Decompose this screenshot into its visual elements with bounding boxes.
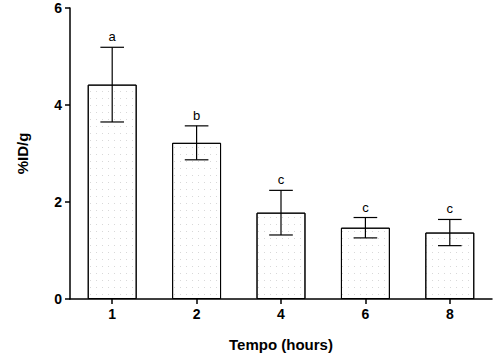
svg-text:c: c <box>362 200 369 215</box>
svg-text:0: 0 <box>54 291 62 307</box>
svg-text:2: 2 <box>54 194 62 210</box>
svg-text:a: a <box>109 29 117 44</box>
svg-text:6: 6 <box>54 0 62 16</box>
svg-text:Tempo (hours): Tempo (hours) <box>229 336 333 353</box>
svg-text:c: c <box>278 172 285 187</box>
svg-text:8: 8 <box>446 306 454 322</box>
svg-text:c: c <box>447 201 454 216</box>
svg-text:1: 1 <box>108 306 116 322</box>
svg-text:4: 4 <box>54 97 62 113</box>
svg-text:b: b <box>193 108 200 123</box>
svg-text:4: 4 <box>277 306 285 322</box>
svg-text:2: 2 <box>193 306 201 322</box>
svg-text:6: 6 <box>362 306 370 322</box>
svg-text:%ID/g: %ID/g <box>14 133 31 175</box>
